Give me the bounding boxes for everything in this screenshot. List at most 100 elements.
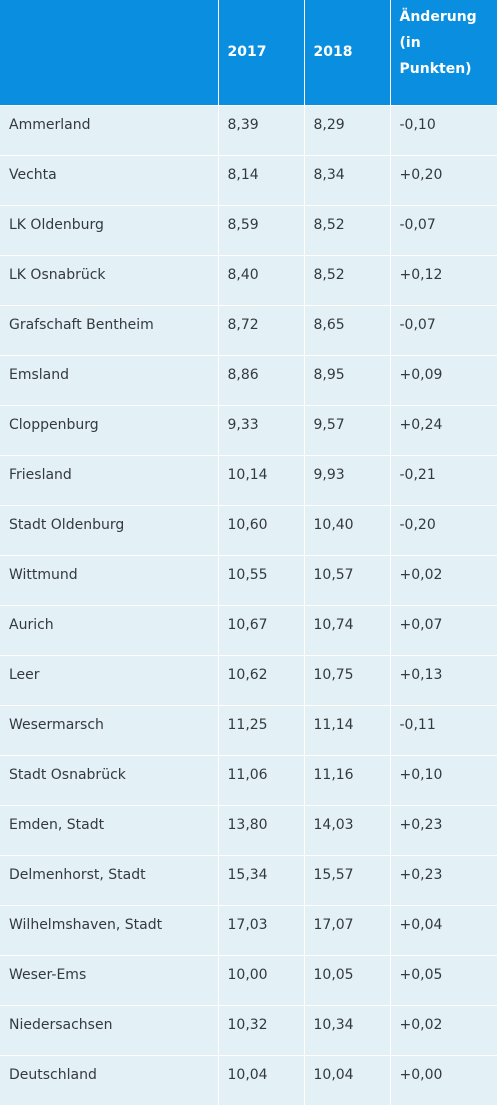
table-row: Niedersachsen 10,32 10,34 +0,02 xyxy=(0,1005,497,1056)
table-row: Grafschaft Bentheim 8,72 8,65 -0,07 xyxy=(0,305,497,356)
table-row: Cloppenburg 9,33 9,57 +0,24 xyxy=(0,405,497,456)
region-cell: LK Osnabrück xyxy=(0,255,219,306)
region-cell: Leer xyxy=(0,655,219,706)
change-cell: +0,10 xyxy=(390,755,497,806)
table-row: Wesermarsch 11,25 11,14 -0,11 xyxy=(0,705,497,756)
region-cell: Wittmund xyxy=(0,555,219,606)
table-row: Friesland 10,14 9,93 -0,21 xyxy=(0,455,497,506)
value-2018-cell: 10,05 xyxy=(304,955,391,1006)
region-cell: Cloppenburg xyxy=(0,405,219,456)
change-cell: +0,13 xyxy=(390,655,497,706)
change-cell: -0,20 xyxy=(390,505,497,556)
value-2018-cell: 14,03 xyxy=(304,805,391,856)
value-2018-cell: 10,57 xyxy=(304,555,391,606)
change-header-line-3: Punkten) xyxy=(399,61,472,77)
value-2018-cell: 8,34 xyxy=(304,155,391,206)
change-cell: +0,07 xyxy=(390,605,497,656)
value-2017-cell: 10,14 xyxy=(218,455,305,506)
value-2018-cell: 10,75 xyxy=(304,655,391,706)
change-cell: -0,07 xyxy=(390,305,497,356)
value-2017-cell: 8,59 xyxy=(218,205,305,256)
value-2017-cell: 10,32 xyxy=(218,1005,305,1056)
value-2017-cell: 10,60 xyxy=(218,505,305,556)
change-cell: -0,07 xyxy=(390,205,497,256)
change-cell: +0,09 xyxy=(390,355,497,406)
change-cell: -0,10 xyxy=(390,105,497,156)
change-column-header: Änderung (in Punkten) xyxy=(390,0,497,106)
value-2017-cell: 10,00 xyxy=(218,955,305,1006)
table-row: Leer 10,62 10,75 +0,13 xyxy=(0,655,497,706)
value-2017-cell: 9,33 xyxy=(218,405,305,456)
change-header-line-1: Änderung xyxy=(399,9,477,25)
change-cell: +0,23 xyxy=(390,855,497,906)
region-cell: Weser-Ems xyxy=(0,955,219,1006)
table-header: 2017 2018 Änderung (in Punkten) xyxy=(0,0,497,106)
value-2017-cell: 13,80 xyxy=(218,805,305,856)
table-row: LK Osnabrück 8,40 8,52 +0,12 xyxy=(0,255,497,306)
value-2018-cell: 9,57 xyxy=(304,405,391,456)
value-2017-cell: 15,34 xyxy=(218,855,305,906)
region-cell: Delmenhorst, Stadt xyxy=(0,855,219,906)
region-cell: Stadt Oldenburg xyxy=(0,505,219,556)
year-2017-column-header: 2017 xyxy=(218,0,305,106)
change-cell: +0,12 xyxy=(390,255,497,306)
value-2018-cell: 8,95 xyxy=(304,355,391,406)
region-column-header xyxy=(0,0,219,106)
change-cell: +0,00 xyxy=(390,1055,497,1106)
region-cell: Emden, Stadt xyxy=(0,805,219,856)
value-2018-cell: 8,52 xyxy=(304,255,391,306)
table-row: Delmenhorst, Stadt 15,34 15,57 +0,23 xyxy=(0,855,497,906)
value-2018-cell: 17,07 xyxy=(304,905,391,956)
value-2018-cell: 11,16 xyxy=(304,755,391,806)
value-2018-cell: 10,40 xyxy=(304,505,391,556)
change-cell: +0,23 xyxy=(390,805,497,856)
table-row: Emden, Stadt 13,80 14,03 +0,23 xyxy=(0,805,497,856)
value-2017-cell: 8,39 xyxy=(218,105,305,156)
header-row: 2017 2018 Änderung (in Punkten) xyxy=(0,0,497,106)
change-cell: +0,24 xyxy=(390,405,497,456)
value-2017-cell: 17,03 xyxy=(218,905,305,956)
change-cell: -0,21 xyxy=(390,455,497,506)
value-2018-cell: 10,74 xyxy=(304,605,391,656)
value-2018-cell: 11,14 xyxy=(304,705,391,756)
table-row: Vechta 8,14 8,34 +0,20 xyxy=(0,155,497,206)
value-2017-cell: 10,55 xyxy=(218,555,305,606)
value-2018-cell: 10,34 xyxy=(304,1005,391,1056)
value-2018-cell: 15,57 xyxy=(304,855,391,906)
region-cell: Grafschaft Bentheim xyxy=(0,305,219,356)
change-cell: +0,05 xyxy=(390,955,497,1006)
value-2018-cell: 10,04 xyxy=(304,1055,391,1106)
table-row: Deutschland 10,04 10,04 +0,00 xyxy=(0,1055,497,1106)
value-2018-cell: 8,52 xyxy=(304,205,391,256)
region-cell: Wesermarsch xyxy=(0,705,219,756)
region-cell: Ammerland xyxy=(0,105,219,156)
change-header-line-2: (in xyxy=(399,35,421,51)
region-cell: Friesland xyxy=(0,455,219,506)
region-cell: Stadt Osnabrück xyxy=(0,755,219,806)
value-2017-cell: 8,72 xyxy=(218,305,305,356)
change-cell: -0,11 xyxy=(390,705,497,756)
value-2017-cell: 10,62 xyxy=(218,655,305,706)
table-row: Stadt Oldenburg 10,60 10,40 -0,20 xyxy=(0,505,497,556)
region-cell: Aurich xyxy=(0,605,219,656)
value-2018-cell: 9,93 xyxy=(304,455,391,506)
table-body: Ammerland 8,39 8,29 -0,10 Vechta 8,14 8,34 +0,2… xyxy=(0,105,497,1106)
value-2018-cell: 8,65 xyxy=(304,305,391,356)
value-2017-cell: 11,25 xyxy=(218,705,305,756)
region-cell: Wilhelmshaven, Stadt xyxy=(0,905,219,956)
region-cell: Emsland xyxy=(0,355,219,406)
table-row: Emsland 8,86 8,95 +0,09 xyxy=(0,355,497,406)
value-2018-cell: 8,29 xyxy=(304,105,391,156)
value-2017-cell: 8,86 xyxy=(218,355,305,406)
year-2018-column-header: 2018 xyxy=(304,0,391,106)
change-cell: +0,02 xyxy=(390,1005,497,1056)
value-2017-cell: 11,06 xyxy=(218,755,305,806)
region-cell: Vechta xyxy=(0,155,219,206)
change-cell: +0,02 xyxy=(390,555,497,606)
region-cell: LK Oldenburg xyxy=(0,205,219,256)
value-2017-cell: 8,14 xyxy=(218,155,305,206)
table-row: Aurich 10,67 10,74 +0,07 xyxy=(0,605,497,656)
region-cell: Deutschland xyxy=(0,1055,219,1106)
table-row: Weser-Ems 10,00 10,05 +0,05 xyxy=(0,955,497,1006)
